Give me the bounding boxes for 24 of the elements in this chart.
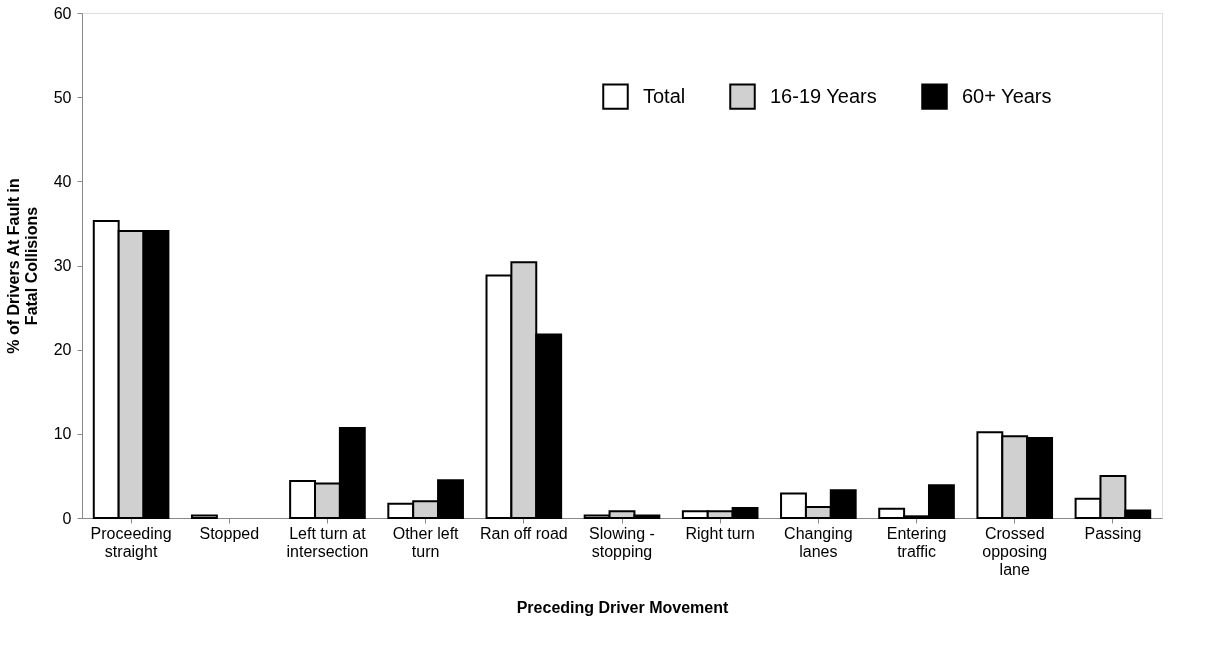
x-tick-label: Entering traffic [886,524,947,560]
y-tick-label: 0 [62,509,72,527]
x-tick-label: Passing [1084,524,1142,542]
legend-label: 60+ Years [962,84,1052,107]
y-tick-label: 10 [53,425,72,443]
x-axis-title: Preceding Driver Movement [516,598,729,616]
x-tick-label: Left turn at intersection [286,524,369,560]
x-tick-label: Changing lanes [784,524,853,560]
x-tick-label: Crossed opposing lane [982,524,1048,578]
y-tick-label: 20 [53,341,72,359]
y-tick-label: 60 [53,4,72,22]
x-tick-label: Right turn [685,524,755,542]
y-tick-label: 30 [53,257,72,274]
x-tick-label: Stopped [199,524,260,542]
bar [190,514,218,519]
y-tick-label: 40 [53,172,72,190]
x-tick-label: Slowing - stopping [589,524,655,560]
legend-label: 16-19 Years [770,84,877,107]
x-tick-label: Proceeding straight [90,524,172,560]
x-tick-label: Other left turn [392,524,460,560]
y-tick-label: 50 [53,88,72,106]
y-axis-title: % of Drivers At Fault in Fatal Collisions [4,178,40,354]
legend-label: Total [643,84,686,107]
x-tick-label: Ran off road [479,524,568,542]
